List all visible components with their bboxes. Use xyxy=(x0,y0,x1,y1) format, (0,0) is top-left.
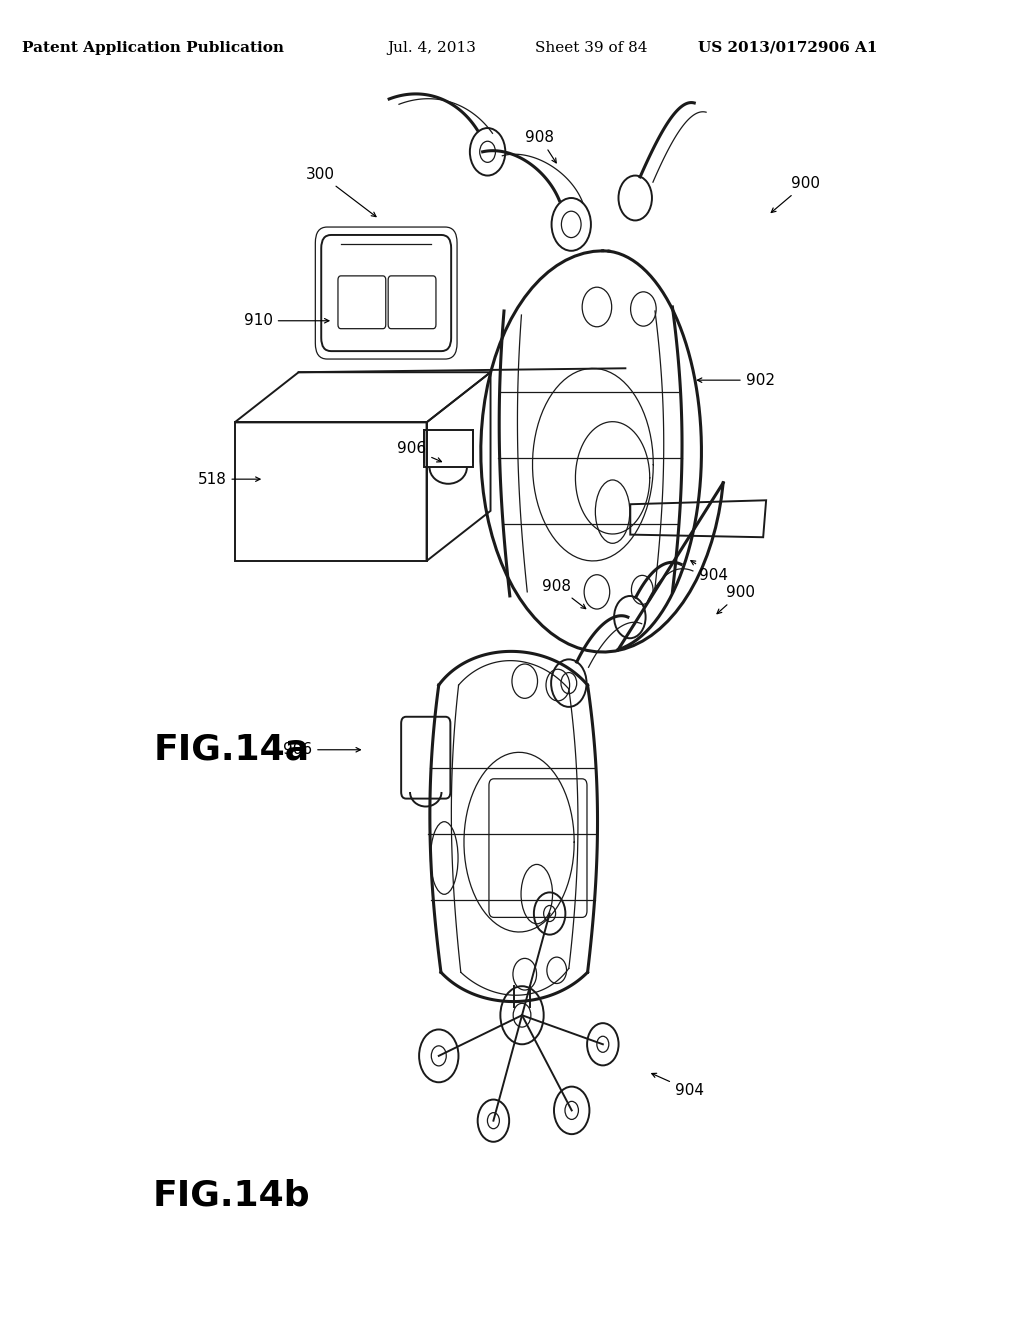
Text: 300: 300 xyxy=(306,166,376,216)
Text: Jul. 4, 2013: Jul. 4, 2013 xyxy=(387,41,476,54)
Text: 904: 904 xyxy=(651,1073,703,1098)
Text: FIG.14a: FIG.14a xyxy=(154,733,309,767)
Text: 908: 908 xyxy=(525,129,556,162)
Text: 518: 518 xyxy=(198,471,260,487)
Text: 906: 906 xyxy=(283,742,360,758)
Text: 906: 906 xyxy=(397,441,441,462)
Text: US 2013/0172906 A1: US 2013/0172906 A1 xyxy=(698,41,878,54)
Text: 900: 900 xyxy=(771,176,820,213)
Text: 900: 900 xyxy=(717,585,755,614)
Text: 908: 908 xyxy=(542,578,586,609)
Text: 904: 904 xyxy=(691,561,728,583)
Text: 902: 902 xyxy=(697,372,775,388)
Text: 910: 910 xyxy=(244,313,329,329)
Text: Patent Application Publication: Patent Application Publication xyxy=(22,41,284,54)
Text: Sheet 39 of 84: Sheet 39 of 84 xyxy=(535,41,647,54)
Text: FIG.14b: FIG.14b xyxy=(153,1179,310,1213)
